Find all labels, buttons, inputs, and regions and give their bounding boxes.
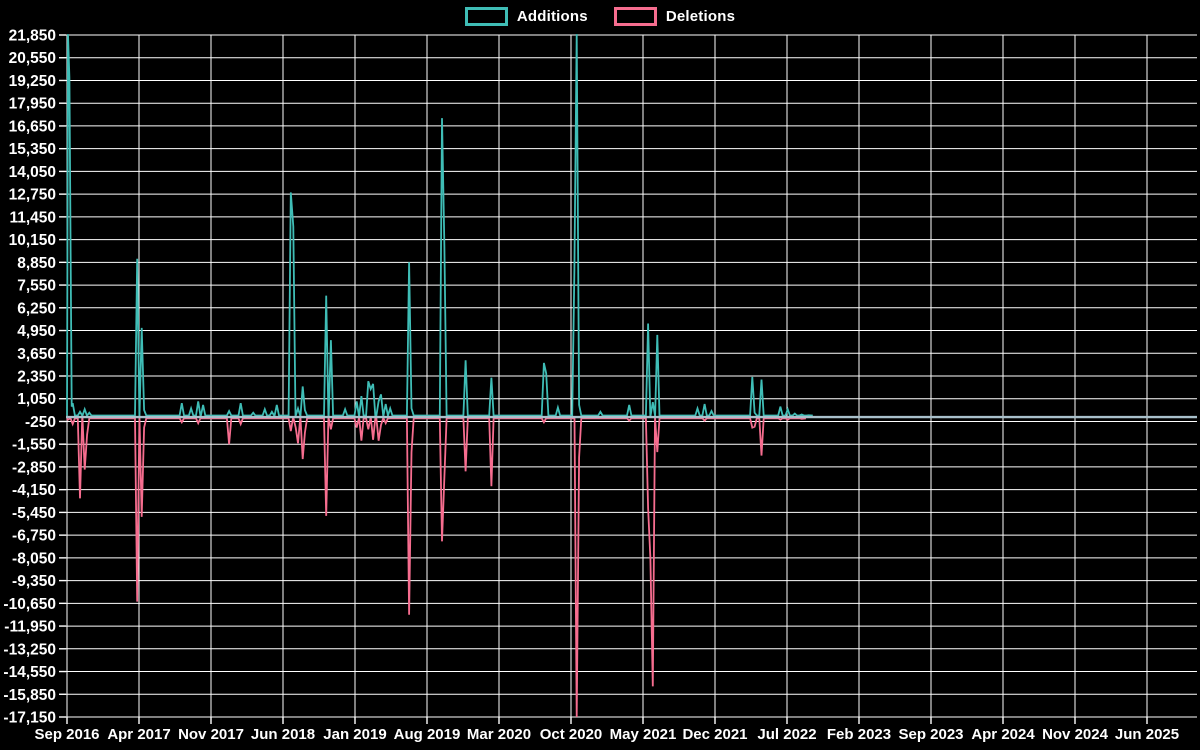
svg-text:May 2021: May 2021 [610,726,677,743]
svg-text:Aug 2019: Aug 2019 [394,726,461,743]
svg-text:2,350: 2,350 [17,369,56,386]
svg-text:20,550: 20,550 [9,50,56,67]
svg-text:-2,850: -2,850 [12,459,56,476]
legend-item-deletions[interactable]: Deletions [613,7,736,26]
svg-text:Feb 2023: Feb 2023 [827,726,891,743]
svg-text:12,750: 12,750 [9,187,56,204]
svg-text:-8,050: -8,050 [12,550,56,567]
additions-legend-label: Additions [516,8,588,25]
svg-text:Oct 2020: Oct 2020 [540,726,603,743]
svg-text:Apr 2017: Apr 2017 [107,726,170,743]
svg-text:-6,750: -6,750 [12,528,56,545]
svg-text:Sep 2016: Sep 2016 [34,726,99,743]
svg-text:Jun 2025: Jun 2025 [1115,726,1179,743]
svg-text:19,250: 19,250 [9,73,56,90]
svg-text:-5,450: -5,450 [12,505,56,522]
svg-text:1,050: 1,050 [17,391,56,408]
svg-text:Nov 2017: Nov 2017 [178,726,244,743]
svg-text:10,150: 10,150 [9,232,56,249]
svg-text:-13,250: -13,250 [3,641,56,658]
svg-text:14,050: 14,050 [9,164,56,181]
svg-text:-14,550: -14,550 [3,664,56,681]
svg-text:4,950: 4,950 [17,323,56,340]
svg-text:17,950: 17,950 [9,96,56,113]
chart-legend: Additions Deletions [0,7,1200,26]
legend-item-additions[interactable]: Additions [464,7,588,26]
svg-text:21,850: 21,850 [9,28,56,45]
svg-text:-10,650: -10,650 [3,596,56,613]
svg-text:Jun 2018: Jun 2018 [251,726,315,743]
svg-text:3,650: 3,650 [17,346,56,363]
svg-text:15,350: 15,350 [9,141,56,158]
svg-text:Apr 2024: Apr 2024 [971,726,1035,743]
svg-text:-15,850: -15,850 [3,687,56,704]
svg-text:-11,950: -11,950 [4,619,56,636]
svg-text:16,650: 16,650 [9,118,56,135]
svg-text:6,250: 6,250 [17,300,56,317]
svg-text:-17,150: -17,150 [3,710,56,727]
svg-text:8,850: 8,850 [17,255,56,272]
svg-text:7,550: 7,550 [17,278,56,295]
svg-text:-9,350: -9,350 [12,573,56,590]
svg-text:Mar 2020: Mar 2020 [467,726,531,743]
deletions-legend-label: Deletions [665,8,736,25]
svg-text:-250: -250 [25,414,56,431]
additions-swatch [464,7,508,26]
svg-text:11,450: 11,450 [9,209,56,226]
svg-text:Sep 2023: Sep 2023 [898,726,963,743]
svg-text:-1,550: -1,550 [12,437,56,454]
svg-text:Dec 2021: Dec 2021 [682,726,747,743]
svg-text:Jan 2019: Jan 2019 [323,726,386,743]
svg-text:-4,150: -4,150 [12,482,56,499]
deletions-swatch [613,7,657,26]
svg-text:Jul 2022: Jul 2022 [757,726,816,743]
svg-text:Nov 2024: Nov 2024 [1042,726,1109,743]
